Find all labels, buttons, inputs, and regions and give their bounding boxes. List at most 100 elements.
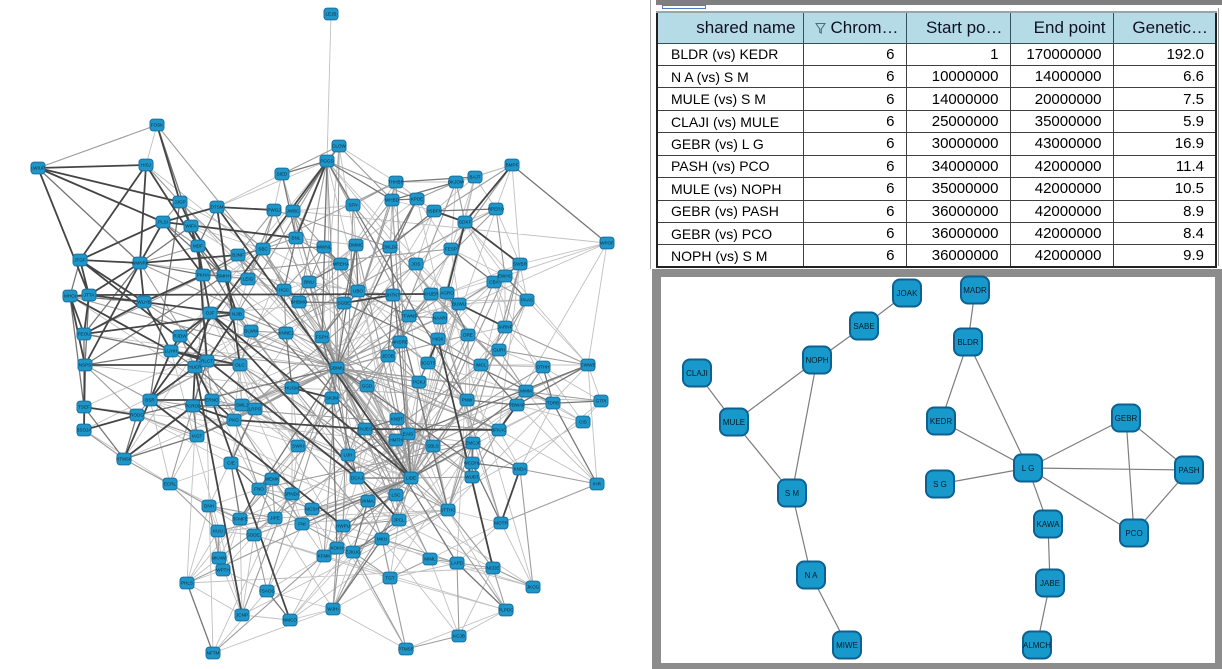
svg-text:BUWU: BUWU [452,302,466,307]
svg-text:EWHC: EWHC [498,274,513,279]
svg-text:BSOJA: BSOJA [76,428,92,433]
svg-text:KUU: KUU [213,529,223,534]
svg-text:SRNDA: SRNDA [284,492,301,497]
svg-text:PCO: PCO [1125,529,1142,538]
svg-text:TDRB: TDRB [547,401,560,406]
svg-text:UJH: UJH [344,453,353,458]
svg-text:MDF: MDF [193,244,203,249]
svg-text:SBC: SBC [258,247,268,252]
svg-text:NNSRE: NNSRE [392,340,408,345]
svg-text:DTSM: DTSM [210,205,223,210]
svg-text:JJGP: JJGP [174,200,185,205]
svg-text:DRE: DRE [463,333,473,338]
svg-text:GTPI: GTPI [596,399,607,404]
svg-text:UBO: UBO [353,289,363,294]
svg-text:CLOW: CLOW [332,144,346,149]
svg-text:STTHO: STTHO [440,508,456,513]
svg-text:LAPD: LAPD [451,561,464,566]
svg-text:CIE: CIE [227,461,235,466]
svg-text:JIPE: JIPE [270,516,280,521]
svg-text:SMHH: SMHH [217,274,231,279]
svg-text:MKAWI: MKAWI [211,556,226,561]
svg-text:HMTH: HMTH [389,438,402,443]
svg-text:PHLS: PHLS [181,581,193,586]
svg-text:JPCL: JPCL [393,518,405,523]
svg-text:EWLDF: EWLDF [382,245,398,250]
svg-text:WMNRK: WMNRK [131,261,150,266]
svg-text:MREHA: MREHA [333,262,351,267]
svg-text:BSR: BSR [145,398,155,403]
svg-text:HSBFN: HSBFN [426,209,442,214]
svg-text:JTGF: JTGF [74,258,86,263]
svg-text:SWKI: SWKI [292,444,304,449]
svg-text:DKJOW: DKJOW [448,180,465,185]
svg-text:DNH: DNH [204,504,214,509]
svg-text:KFMK: KFMK [318,554,332,559]
svg-text:SGBE: SGBE [338,301,351,306]
svg-text:MULE: MULE [723,418,745,427]
svg-text:EJKUG: EJKUG [345,550,361,555]
svg-text:BAJT: BAJT [469,175,480,180]
svg-text:OTHH: OTHH [536,365,549,370]
svg-text:BJNF: BJNF [232,253,244,258]
svg-text:NCDE: NCDE [486,566,499,571]
svg-text:JABE: JABE [1040,579,1060,588]
svg-text:WLHB: WLHB [137,300,150,305]
svg-text:RJDW: RJDW [173,334,187,339]
svg-text:TSEF: TSEF [78,405,90,410]
svg-text:IAGT: IAGT [192,434,203,439]
svg-text:MADR: MADR [963,286,987,295]
svg-text:FNI: FNI [298,522,305,527]
svg-text:LRPO: LRPO [249,407,262,412]
svg-text:WIFA: WIFA [185,224,197,229]
svg-text:OMMC: OMMC [349,243,364,248]
svg-text:FESP: FESP [445,247,457,252]
svg-text:CIS: CIS [579,420,587,425]
svg-text:PKHA: PKHA [197,273,210,278]
svg-text:NMCO: NMCO [283,618,297,623]
svg-text:NSPS: NSPS [79,363,92,368]
svg-text:JHTKT: JHTKT [386,293,400,298]
svg-text:LIDE: LIDE [406,476,416,481]
svg-text:HWPU: HWPU [336,524,350,529]
svg-text:RFMFE: RFMFE [232,517,248,522]
svg-text:HISJ: HISJ [141,163,151,168]
svg-text:JCNP: JCNP [236,613,248,618]
svg-text:PBWAF: PBWAF [509,403,525,408]
svg-text:SWBR: SWBR [513,262,527,267]
svg-text:KNDA: KNDA [514,467,528,472]
svg-text:ALMCH: ALMCH [1023,641,1051,650]
svg-text:MIWE: MIWE [836,641,858,650]
svg-text:PASH: PASH [1178,466,1199,475]
svg-text:PLPDO: PLPDO [498,608,514,613]
svg-text:HIGK: HIGK [432,337,444,342]
svg-text:DCAJ: DCAJ [351,476,363,481]
svg-text:WCDHL: WCDHL [464,461,481,466]
svg-text:CLAJI: CLAJI [686,369,708,378]
svg-text:KNBT: KNBT [391,417,403,422]
svg-text:HUGM: HUGM [285,386,299,391]
svg-text:WJHI: WJHI [327,607,338,612]
svg-text:JOS: JOS [412,262,421,267]
svg-text:BLWM: BLWM [244,329,258,334]
svg-text:TFWNS: TFWNS [401,314,417,319]
svg-text:TNJEG: TNJEG [357,427,372,432]
svg-text:N A: N A [805,571,819,580]
svg-text:KOKN: KOKN [330,546,343,551]
svg-text:SABE: SABE [853,322,874,331]
svg-text:MCSH: MCSH [305,507,319,512]
svg-text:FNO: FNO [254,487,264,492]
svg-text:JWBC: JWBC [286,209,300,214]
svg-text:WWNL: WWNL [317,245,332,250]
svg-text:WEMK: WEMK [265,477,280,482]
svg-text:WPOF: WPOF [600,241,614,246]
svg-text:GDKF: GDKF [459,220,472,225]
svg-text:HUCR: HUCR [188,365,202,370]
svg-text:WUBT: WUBT [465,475,479,480]
svg-text:PLSI: PLSI [158,220,168,225]
svg-text:FSPH: FSPH [316,335,328,340]
svg-text:FSAOG: FSAOG [259,589,276,594]
svg-text:PKG: PKG [229,418,239,423]
svg-text:L G: L G [1022,464,1035,473]
svg-text:PAAS: PAAS [521,298,533,303]
